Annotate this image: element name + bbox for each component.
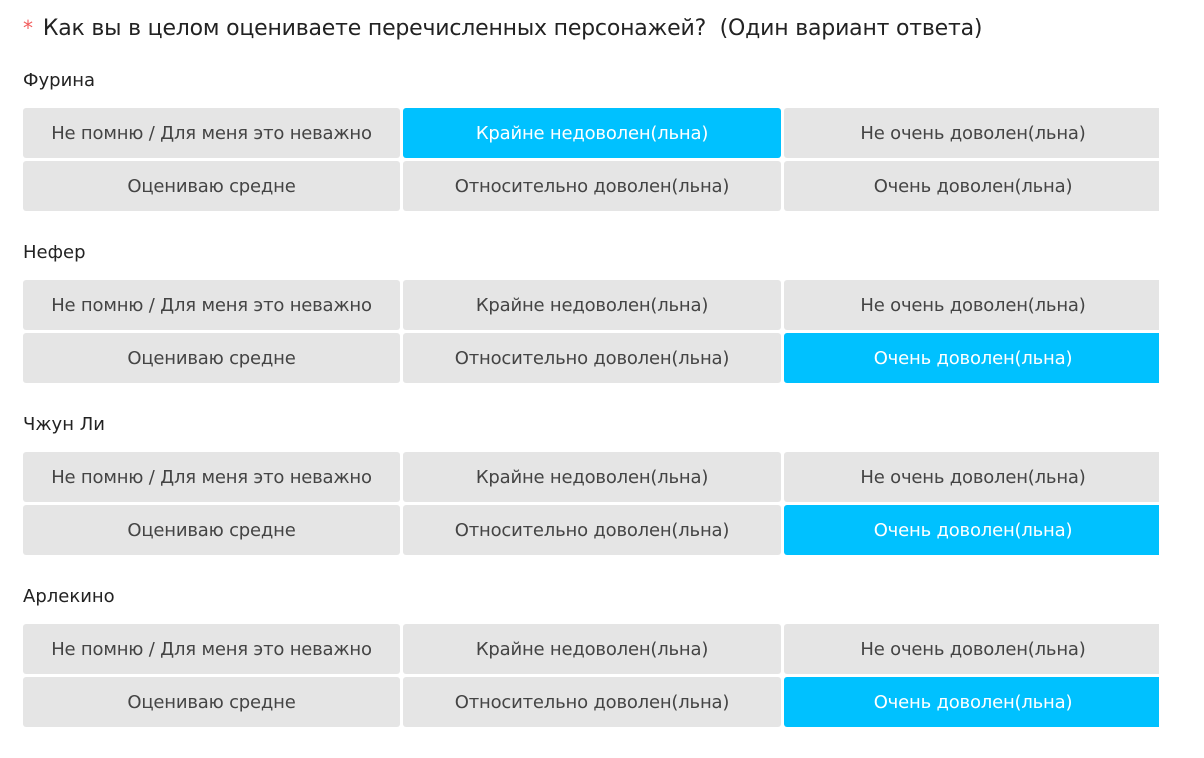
option-button[interactable]: Относительно доволен(льна) [403,505,781,555]
option-button[interactable]: Не очень доволен(льна) [784,624,1159,674]
required-mark: * [23,16,33,40]
options-grid: Не помню / Для меня это неважно Крайне не… [23,280,1159,383]
character-name: Нефер [23,242,86,263]
option-button[interactable]: Относительно доволен(льна) [403,333,781,383]
rating-group: Фурина Не помню / Для меня это неважно Кра… [23,70,1159,211]
options-grid: Не помню / Для меня это неважно Крайне не… [23,624,1159,727]
character-name: Чжун Ли [23,414,105,435]
option-button[interactable]: Не помню / Для меня это неважно [23,624,400,674]
option-button[interactable]: Очень доволен(льна) [784,161,1159,211]
character-name: Фурина [23,70,96,91]
option-button[interactable]: Не очень доволен(льна) [784,108,1159,158]
rating-group: Нефер Не помню / Для меня это неважно Край… [23,242,1159,383]
option-button[interactable]: Оцениваю средне [23,677,400,727]
question-title: * Как вы в целом оцениваете перечисленных… [23,16,983,41]
question-text: Как вы в целом оцениваете перечисленных … [42,16,707,41]
rating-group: Чжун Ли Не помню / Для меня это неважно Кр… [23,414,1159,555]
option-button[interactable]: Крайне недоволен(льна) [403,624,781,674]
option-button[interactable]: Не помню / Для меня это неважно [23,280,400,330]
rating-group: Арлекино Не помню / Для меня это неважно К… [23,586,1159,727]
option-button[interactable]: Крайне недоволен(льна) [403,280,781,330]
options-grid: Не помню / Для меня это неважно Крайне не… [23,108,1159,211]
character-name: Арлекино [23,586,115,607]
option-button[interactable]: Оцениваю средне [23,161,400,211]
question-hint: (Один вариант ответа) [719,16,983,41]
option-button[interactable]: Не очень доволен(льна) [784,452,1159,502]
option-button[interactable]: Очень доволен(льна) [784,333,1159,383]
options-grid: Не помню / Для меня это неважно Крайне не… [23,452,1159,555]
option-button[interactable]: Не очень доволен(льна) [784,280,1159,330]
option-button[interactable]: Очень доволен(льна) [784,677,1159,727]
option-button[interactable]: Очень доволен(льна) [784,505,1159,555]
option-button[interactable]: Крайне недоволен(льна) [403,452,781,502]
option-button[interactable]: Оцениваю средне [23,505,400,555]
option-button[interactable]: Крайне недоволен(льна) [403,108,781,158]
option-button[interactable]: Относительно доволен(льна) [403,161,781,211]
option-button[interactable]: Не помню / Для меня это неважно [23,452,400,502]
option-button[interactable]: Не помню / Для меня это неважно [23,108,400,158]
option-button[interactable]: Относительно доволен(льна) [403,677,781,727]
option-button[interactable]: Оцениваю средне [23,333,400,383]
